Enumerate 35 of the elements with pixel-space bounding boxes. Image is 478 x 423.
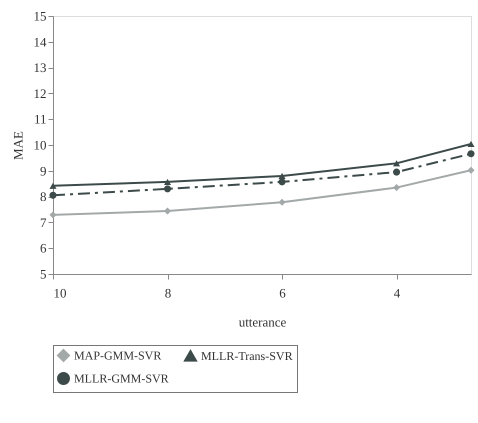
y-tick-label: 9 xyxy=(40,163,46,178)
point xyxy=(278,198,286,206)
y-tick-label: 13 xyxy=(34,60,46,76)
y-tick-label: 7 xyxy=(40,214,47,230)
y-tick-label: 10 xyxy=(34,138,46,152)
point xyxy=(49,211,57,218)
point xyxy=(49,182,57,189)
x-tick-label: 4 xyxy=(394,286,401,300)
point xyxy=(278,172,286,180)
y-tick-label: 12 xyxy=(34,86,46,101)
y-tick-label: 5 xyxy=(40,266,46,282)
y-tick-label: 8 xyxy=(40,189,46,204)
point xyxy=(393,184,400,192)
point xyxy=(164,178,172,185)
point xyxy=(278,178,286,186)
point xyxy=(393,168,400,176)
x-axis-title: utterance xyxy=(238,314,287,330)
legend-label: MAP-GMM-SVR xyxy=(74,348,162,363)
point xyxy=(164,208,172,215)
y-tick-label: 11 xyxy=(34,112,46,127)
x-tick-label: 10 xyxy=(54,286,66,300)
point xyxy=(49,192,57,199)
point xyxy=(467,140,475,148)
y-tick-label: 14 xyxy=(34,34,47,50)
legend-label: MLLR-Trans-SVR xyxy=(201,348,293,363)
legend-label: MLLR-GMM-SVR xyxy=(74,372,169,386)
x-tick-label: 8 xyxy=(164,286,172,300)
y-tick-label: 6 xyxy=(40,240,47,256)
point xyxy=(467,150,475,158)
point xyxy=(164,185,172,192)
point xyxy=(467,166,475,174)
y-axis-title: MAE xyxy=(10,131,26,160)
y-tick-label: 15 xyxy=(34,8,46,24)
x-tick-label: 6 xyxy=(279,286,286,300)
point xyxy=(393,160,400,166)
